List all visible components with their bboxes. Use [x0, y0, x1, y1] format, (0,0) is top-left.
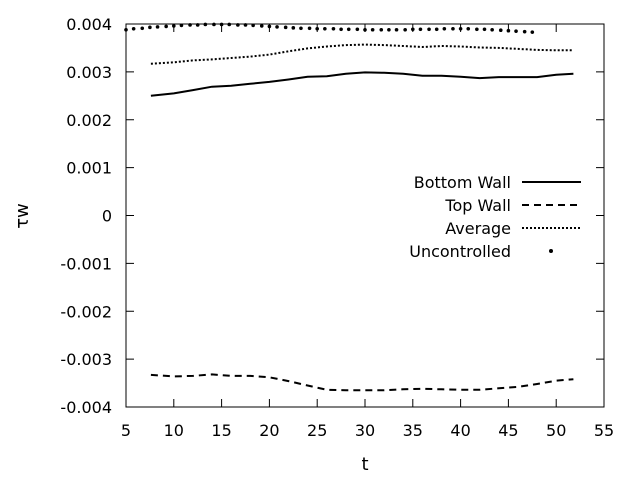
data-point-uncontrolled: [243, 23, 248, 27]
data-point-uncontrolled: [514, 29, 518, 33]
legend-marker-uncontrolled: [549, 249, 553, 253]
data-point-uncontrolled: [299, 26, 303, 31]
data-point-uncontrolled: [124, 27, 128, 32]
data-point-uncontrolled: [522, 29, 527, 34]
data-point-uncontrolled: [379, 27, 384, 32]
data-point-uncontrolled: [466, 26, 471, 31]
data-point-uncontrolled: [482, 27, 487, 32]
data-point-uncontrolled: [315, 26, 320, 31]
x-tick-label: 25: [307, 421, 327, 440]
x-tick-label: 45: [498, 421, 518, 440]
x-axis-label: t: [361, 454, 368, 475]
x-tick-labels: 5 10 15 20 25 30 35 40 45 50 55: [121, 421, 614, 440]
legend-label-average: Average: [445, 219, 511, 238]
data-point-uncontrolled: [323, 26, 327, 31]
data-point-uncontrolled: [172, 24, 176, 28]
x-tick-label: 15: [211, 421, 231, 440]
data-point-uncontrolled: [363, 27, 367, 32]
y-tick-labels: -0.004 -0.003 -0.002 -0.001 0 0.001 0.002 0.003…: [60, 15, 112, 417]
legend-label-uncontrolled: Uncontrolled: [409, 242, 511, 261]
data-point-uncontrolled: [188, 23, 192, 27]
data-point-uncontrolled: [498, 28, 503, 33]
series-line-bottom-wall: [150, 71, 574, 97]
x-tick-label: 10: [164, 421, 184, 440]
data-point-uncontrolled: [251, 23, 255, 28]
data-point-uncontrolled: [394, 27, 399, 32]
x-tick-label: 5: [121, 421, 131, 440]
x-tick-label: 30: [355, 421, 375, 440]
data-point-uncontrolled: [267, 24, 272, 29]
data-point-uncontrolled: [355, 27, 360, 32]
data-point-uncontrolled: [490, 27, 494, 32]
data-point-uncontrolled: [370, 27, 375, 32]
series-bottom-wall: [150, 71, 574, 97]
y-axis-label: τw: [12, 203, 33, 229]
y-tick-label: 0.002: [66, 111, 112, 130]
data-point-uncontrolled: [219, 22, 224, 27]
data-point-uncontrolled: [434, 27, 439, 32]
series-group: [124, 22, 574, 392]
y-tick-label: 0.003: [66, 63, 112, 82]
plot-frame: [125, 23, 605, 408]
series-top-wall: [150, 373, 574, 392]
data-point-uncontrolled: [291, 26, 296, 30]
y-tick-label: -0.003: [60, 350, 112, 369]
data-point-uncontrolled: [195, 23, 200, 27]
data-point-uncontrolled: [418, 27, 423, 32]
plot-border: [125, 23, 605, 408]
data-point-uncontrolled: [427, 27, 431, 32]
data-point-uncontrolled: [530, 30, 535, 34]
data-point-uncontrolled: [442, 26, 447, 31]
series-uncontrolled: [124, 22, 535, 34]
data-point-uncontrolled: [403, 27, 407, 32]
data-point-uncontrolled: [155, 25, 160, 29]
data-point-uncontrolled: [506, 28, 511, 33]
y-tick-label: 0: [102, 207, 112, 226]
y-tick-label: 0.004: [66, 15, 112, 34]
data-point-uncontrolled: [259, 24, 264, 28]
data-point-uncontrolled: [148, 25, 152, 30]
y-tick-label: 0.001: [66, 159, 112, 178]
data-point-uncontrolled: [212, 22, 216, 27]
data-point-uncontrolled: [451, 26, 455, 31]
data-point-uncontrolled: [307, 26, 312, 31]
legend: Bottom Wall Top Wall Average Uncontrolled: [409, 173, 581, 261]
y-tick-label: -0.002: [60, 302, 112, 321]
series-line-average: [150, 43, 574, 65]
data-point-uncontrolled: [140, 26, 145, 31]
x-tick-label: 35: [403, 421, 423, 440]
data-point-uncontrolled: [458, 26, 463, 31]
data-point-uncontrolled: [227, 22, 232, 27]
x-tick-label: 40: [450, 421, 470, 440]
series-average: [150, 43, 574, 65]
axis-ticks: [125, 23, 605, 408]
data-point-uncontrolled: [275, 25, 279, 29]
data-point-uncontrolled: [179, 23, 184, 28]
legend-label-top-wall: Top Wall: [444, 196, 511, 215]
data-point-uncontrolled: [475, 27, 479, 32]
data-point-uncontrolled: [411, 27, 415, 32]
series-line-top-wall: [150, 373, 574, 392]
data-point-uncontrolled: [131, 26, 136, 31]
data-point-uncontrolled: [236, 23, 240, 27]
data-point-uncontrolled: [339, 27, 343, 32]
data-point-uncontrolled: [346, 27, 351, 32]
data-point-uncontrolled: [164, 24, 168, 29]
data-point-uncontrolled: [387, 27, 391, 32]
y-tick-label: -0.004: [60, 398, 112, 417]
x-tick-label: 50: [546, 421, 566, 440]
legend-label-bottom-wall: Bottom Wall: [414, 173, 511, 192]
x-tick-label: 55: [594, 421, 614, 440]
data-point-uncontrolled: [203, 22, 208, 27]
data-point-uncontrolled: [331, 26, 336, 31]
x-tick-label: 20: [259, 421, 279, 440]
data-point-uncontrolled: [283, 25, 288, 30]
y-tick-label: -0.001: [60, 254, 112, 273]
